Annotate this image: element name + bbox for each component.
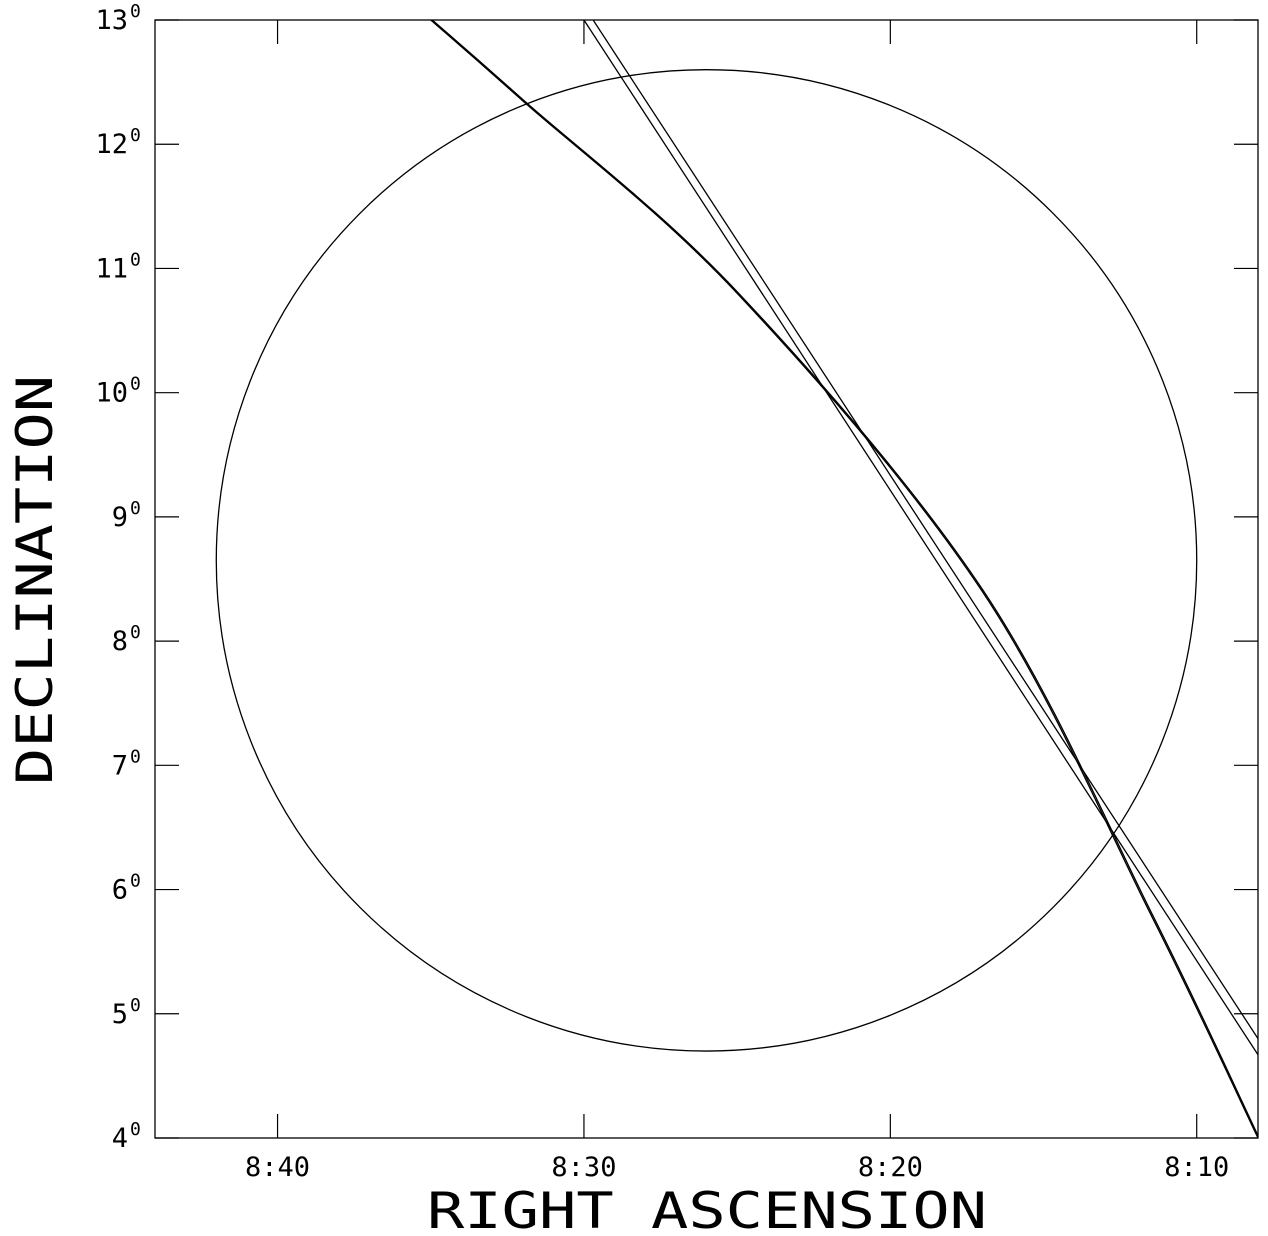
tick-labels: 4 05 06 07 08 09 010 011 012 013 08:40 8:30 8:20 8:10 [95,1,1229,1183]
series-line-2 [431,19,1259,1136]
y-tick-degree: 0 [130,1,141,22]
y-tick-label: 6 [112,875,128,906]
x-axis-title: RIGHT ASCENSION [427,1182,987,1236]
series-line-1 [430,19,1259,1139]
y-tick-label: 8 [112,626,128,657]
x-tick-label: 8:10 [1164,1152,1229,1183]
y-tick-label: 9 [112,502,128,533]
y-tick-label: 4 [112,1123,128,1154]
y-tick-degree: 0 [130,249,141,270]
field-circle [215,69,1198,1052]
y-tick-degree: 0 [130,125,141,146]
y-tick-label: 7 [112,750,128,781]
y-tick-label: 12 [95,129,128,160]
axis-ticks [155,19,1258,1139]
plot-frame [154,19,1259,1139]
y-tick-degree: 0 [130,746,141,767]
series-line-3 [583,19,1259,1056]
x-tick-label: 8:20 [858,1152,923,1183]
x-tick-label: 8:30 [551,1152,616,1183]
plot-area [154,19,1259,1139]
y-tick-label: 13 [95,5,128,36]
y-tick-label: 11 [95,253,128,284]
y-tick-degree: 0 [130,1119,141,1140]
y-tick-degree: 0 [130,995,141,1016]
series-line-4 [592,19,1259,1039]
y-tick-degree: 0 [130,871,141,892]
y-tick-degree: 0 [130,622,141,643]
y-tick-degree: 0 [130,498,141,519]
series-layer [430,19,1259,1139]
y-tick-label: 10 [95,378,128,409]
y-tick-degree: 0 [130,374,141,395]
y-tick-label: 5 [112,999,128,1030]
field-circle-layer [215,69,1198,1052]
x-tick-label: 8:40 [245,1152,310,1183]
y-axis-title: DECLINATION [6,375,64,785]
